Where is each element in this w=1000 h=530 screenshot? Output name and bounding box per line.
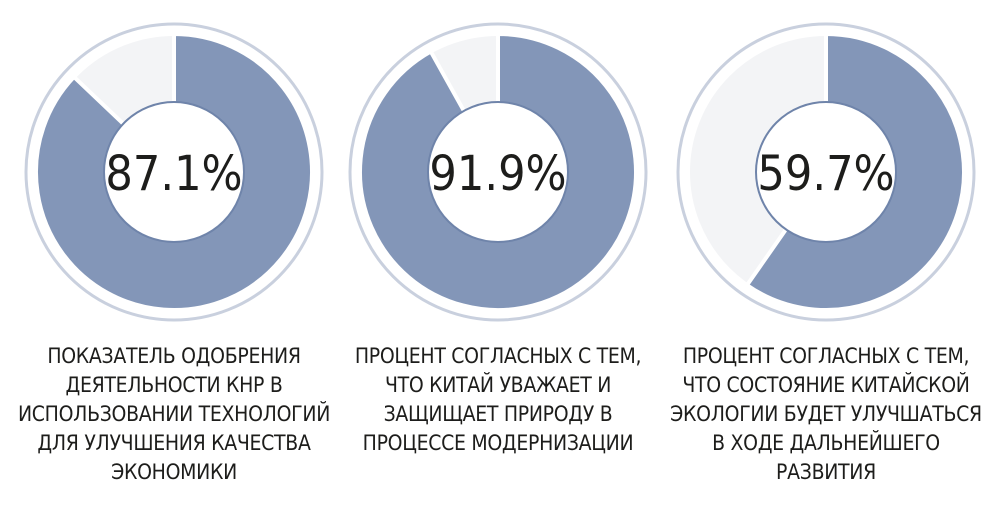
donut-svg-3: 59.7%: [676, 22, 976, 322]
caption-line: ЗАЩИЩАЕТ ПРИРОДУ В: [383, 402, 613, 426]
caption-line: ПРОЦЕНТ СОГЛАСНЫХ С ТЕМ,: [354, 344, 642, 368]
donut-svg-1: 87.1%: [24, 22, 324, 322]
donut-panel-1: 87.1% ПОКАЗАТЕЛЬ ОДОБРЕНИЯ ДЕЯТЕЛЬНОСТИ …: [14, 0, 334, 530]
caption-3: ПРОЦЕНТ СОГЛАСНЫХ С ТЕМ, ЧТО СОСТОЯНИЕ К…: [666, 342, 986, 487]
donut-svg-2: 91.9%: [348, 22, 648, 322]
outer-ring-2: [348, 22, 648, 322]
caption-line: ЧТО КИТАЙ УВАЖАЕТ И: [384, 373, 612, 397]
outer-ring-1: [24, 22, 324, 322]
caption-1: ПОКАЗАТЕЛЬ ОДОБРЕНИЯ ДЕЯТЕЛЬНОСТИ КНР В …: [14, 342, 334, 487]
caption-line: ЧТО СОСТОЯНИЕ КИТАЙСКОЙ: [682, 373, 970, 397]
caption-line: ПРОЦЕНТ СОГЛАСНЫХ С ТЕМ,: [682, 344, 970, 368]
center-value-label-2: 91.9%: [429, 146, 566, 202]
donut-panel-3: 59.7% ПРОЦЕНТ СОГЛАСНЫХ С ТЕМ, ЧТО СОСТО…: [666, 0, 986, 530]
center-disc-3: [755, 101, 897, 243]
caption-line: ПРОЦЕССЕ МОДЕРНИЗАЦИИ: [362, 431, 634, 455]
caption-line: ИСПОЛЬЗОВАНИИ ТЕХНОЛОГИЙ: [17, 402, 331, 426]
donut-chart-1: 87.1%: [24, 22, 324, 322]
caption-line: ЭКОЛОГИИ БУДЕТ УЛУЧШАТЬСЯ: [670, 402, 982, 426]
caption-2: ПРОЦЕНТ СОГЛАСНЫХ С ТЕМ, ЧТО КИТАЙ УВАЖА…: [338, 342, 658, 458]
donut-chart-3: 59.7%: [676, 22, 976, 322]
center-value-label-1: 87.1%: [105, 146, 242, 202]
caption-line: В ХОДЕ ДАЛЬНЕЙШЕГО: [712, 431, 940, 455]
caption-line: ЭКОНОМИКИ: [111, 460, 237, 484]
outer-ring-3: [676, 22, 976, 322]
donut-chart-2: 91.9%: [348, 22, 648, 322]
caption-line: РАЗВИТИЯ: [776, 460, 876, 484]
donut-panel-2: 91.9% ПРОЦЕНТ СОГЛАСНЫХ С ТЕМ, ЧТО КИТАЙ…: [338, 0, 658, 530]
caption-line: ДЕЯТЕЛЬНОСТИ КНР В: [65, 373, 283, 397]
center-disc-1: [103, 101, 245, 243]
center-disc-2: [427, 101, 569, 243]
caption-line: ДЛЯ УЛУЧШЕНИЯ КАЧЕСТВА: [37, 431, 311, 455]
caption-line: ПОКАЗАТЕЛЬ ОДОБРЕНИЯ: [47, 344, 301, 368]
center-value-label-3: 59.7%: [757, 146, 894, 202]
